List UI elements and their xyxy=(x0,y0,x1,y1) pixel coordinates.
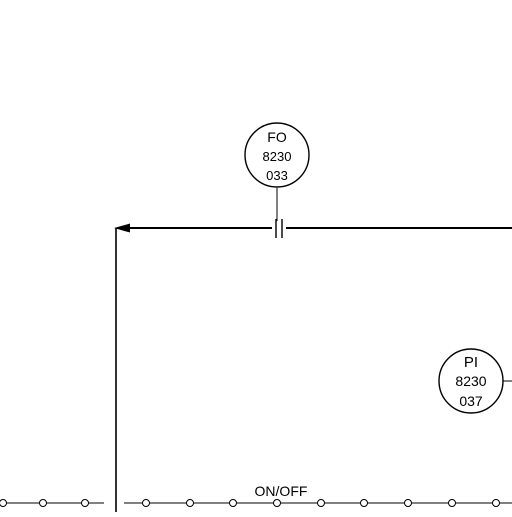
fo-suffix: 033 xyxy=(266,168,288,183)
binary-signal-line: ON/OFF xyxy=(0,483,512,507)
pi-suffix: 037 xyxy=(459,393,483,409)
flow-arrowhead xyxy=(114,223,130,233)
pi-loop: 8230 xyxy=(455,373,486,389)
instrument-bubble-pi: PI 8230 037 xyxy=(438,348,504,414)
instrument-bubble-fo: FO 8230 033 xyxy=(244,122,310,188)
fo-loop: 8230 xyxy=(263,149,292,164)
orifice-flange xyxy=(275,219,283,238)
signal-label: ON/OFF xyxy=(255,483,308,499)
fo-tag: FO xyxy=(267,129,287,145)
pi-tag: PI xyxy=(464,354,478,371)
binary-signal-markers xyxy=(0,499,500,507)
